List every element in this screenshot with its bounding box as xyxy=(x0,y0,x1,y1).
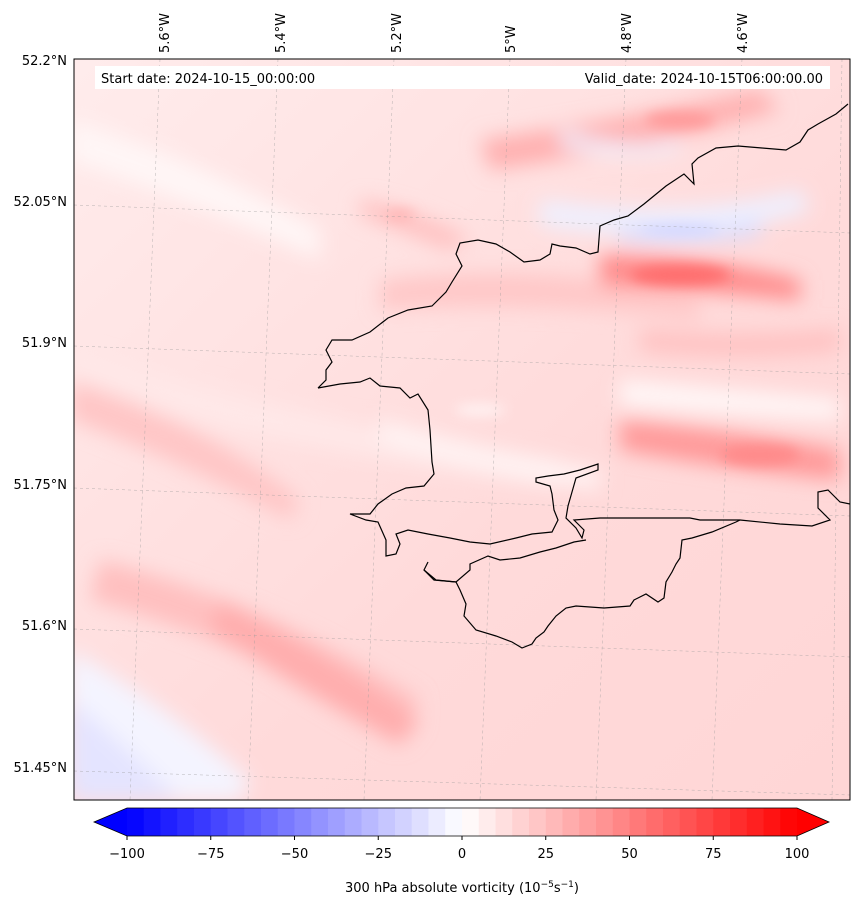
colorbar-bin xyxy=(579,808,597,836)
colorbar-bin xyxy=(395,808,413,836)
colorbar-bin xyxy=(261,808,279,836)
lon-label: 4.6°W xyxy=(736,13,751,53)
colorbar-bin xyxy=(244,808,262,836)
colorbar-bin xyxy=(227,808,245,836)
colorbar-bin xyxy=(763,808,781,836)
colorbar-bin xyxy=(411,808,430,836)
colorbar-bin xyxy=(529,808,547,836)
colorbar-bin xyxy=(210,808,229,836)
lon-label: 5.6°W xyxy=(158,13,173,53)
gridlines xyxy=(74,59,850,800)
colorbar-min-extend xyxy=(94,808,127,836)
colorbar-bin xyxy=(294,808,312,836)
colorbar-tick-label: −75 xyxy=(197,847,224,862)
start-date-label: Start date: 2024-10-15_00:00:00 xyxy=(101,72,315,87)
colorbar-bin xyxy=(328,808,346,836)
lon-label: 5°W xyxy=(504,25,519,53)
colorbar-bin xyxy=(512,808,530,836)
colorbar-bin xyxy=(780,808,798,836)
colorbar-bin xyxy=(143,808,162,836)
colorbar-bin xyxy=(361,808,379,836)
colorbar-bin xyxy=(127,808,145,836)
colorbar-bin xyxy=(713,808,731,836)
colorbar-tick-label: 50 xyxy=(621,847,638,862)
colorbar-bin xyxy=(445,808,463,836)
map-frame xyxy=(73,58,851,801)
colorbar-bin xyxy=(562,808,580,836)
lat-label: 51.9°N xyxy=(22,336,67,351)
colorbar-bin xyxy=(194,808,212,836)
colorbar-bin xyxy=(478,808,497,836)
colorbar-bin xyxy=(160,808,178,836)
colorbar-tick-label: 0 xyxy=(458,847,466,862)
valid-date-label: Valid_date: 2024-10-15T06:00:00.00 xyxy=(585,72,823,87)
colorbar-bin xyxy=(746,808,765,836)
colorbar-tick-label: −25 xyxy=(365,847,392,862)
colorbar-bin xyxy=(545,808,564,836)
colorbar-bin xyxy=(378,808,396,836)
colorbar-bin xyxy=(679,808,698,836)
date-label-box xyxy=(95,66,830,89)
colorbar-bin xyxy=(495,808,513,836)
colorbar-bin xyxy=(344,808,363,836)
colorbar-tick-label: 75 xyxy=(705,847,722,862)
latitude-labels: 52.2°N 52.05°N 51.9°N 51.75°N 51.6°N 51.… xyxy=(14,54,67,776)
colorbar-tick-label: −50 xyxy=(281,847,308,862)
colorbar-ticks: −100 −75 −50 −25 0 25 50 75 100 xyxy=(109,836,809,862)
colorbar-tick-label: 25 xyxy=(537,847,554,862)
colorbar-bin xyxy=(696,808,714,836)
vorticity-field xyxy=(74,59,850,800)
colorbar-bin xyxy=(462,808,480,836)
colorbar-max-extend xyxy=(797,808,829,836)
colorbar-bin xyxy=(596,808,614,836)
colorbar-tick-label: −100 xyxy=(109,847,145,862)
lon-label: 4.8°W xyxy=(620,13,635,53)
colorbar-bin xyxy=(629,808,647,836)
colorbar-bin xyxy=(612,808,631,836)
colorbar-label: 300 hPa absolute vorticity (10−5s−1) xyxy=(345,880,579,896)
colorbar-bin xyxy=(428,808,446,836)
longitude-labels: 5.6°W 5.4°W 5.2°W 5°W 4.8°W 4.6°W xyxy=(158,13,751,53)
colorbar-bin xyxy=(311,808,329,836)
lon-label: 5.2°W xyxy=(390,13,405,53)
colorbar-bin xyxy=(277,808,296,836)
lat-label: 51.45°N xyxy=(14,761,67,776)
colorbar xyxy=(92,807,830,837)
colorbar-bin xyxy=(730,808,748,836)
lat-label: 51.6°N xyxy=(22,619,67,634)
colorbar-tick-label: 100 xyxy=(785,847,810,862)
colorbar-bin xyxy=(177,808,195,836)
colorbar-bin xyxy=(663,808,681,836)
lat-label: 52.2°N xyxy=(22,54,67,69)
lat-label: 52.05°N xyxy=(14,195,67,210)
lat-label: 51.75°N xyxy=(14,478,67,493)
lon-label: 5.4°W xyxy=(274,13,289,53)
coastline xyxy=(317,103,850,649)
colorbar-bin xyxy=(646,808,664,836)
